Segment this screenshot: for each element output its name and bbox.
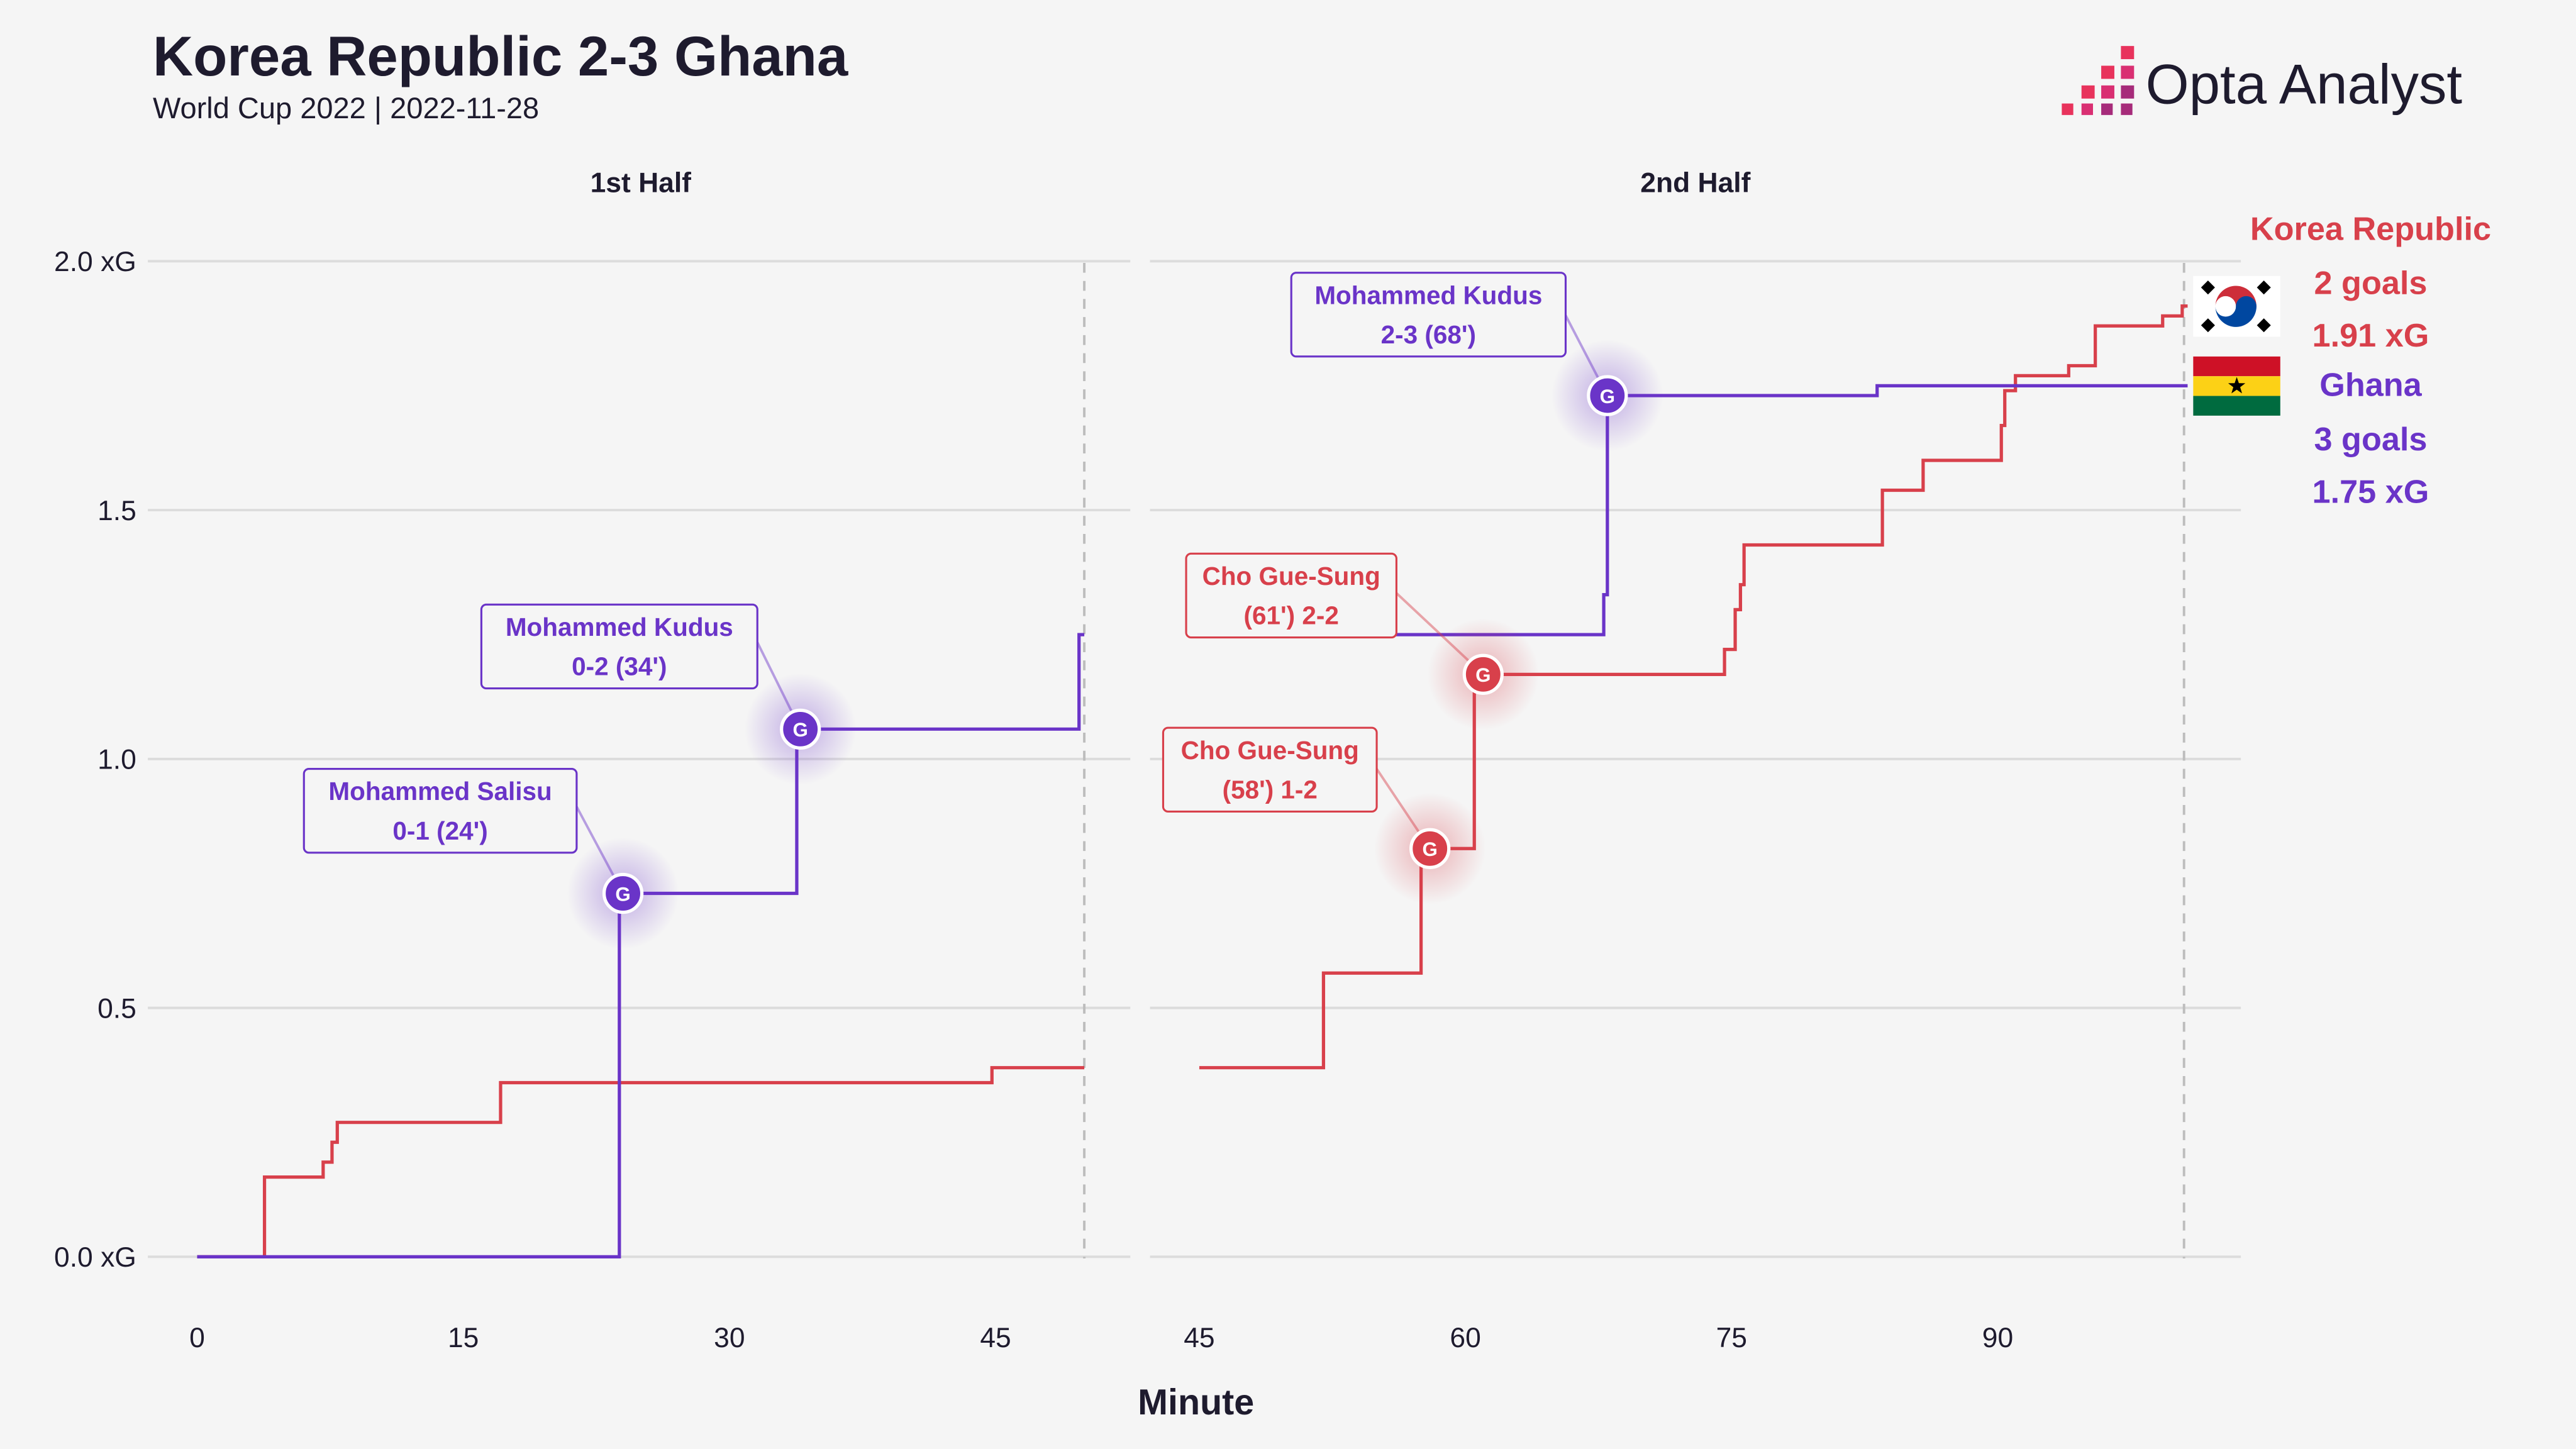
chart-area: 0.0 xG 0.5 1.0 1.5 2.0 xG Minute 1st Half 0 15 30… [54, 168, 2491, 1423]
goal-annotation-player: Mohammed Kudus [506, 613, 733, 641]
goal-marker-letter: G [1600, 386, 1615, 408]
goal-annotation-box [303, 767, 578, 854]
x-tick-label: 15 [448, 1323, 479, 1353]
y-tick-label: 1.0 [97, 745, 136, 775]
goal-annotation-box [1162, 726, 1378, 813]
y-tick-label: 0.0 xG [54, 1242, 136, 1273]
legend-ghana-name: Ghana [2319, 367, 2422, 404]
panel-title: 2nd Half [1640, 168, 1750, 199]
series-line-korea-republic [1199, 304, 2188, 1070]
ghana-flag-stripe-green [2193, 396, 2280, 416]
y-tick-label: 1.5 [97, 496, 136, 526]
brand-logo-icon [2062, 46, 2135, 115]
x-tick-label: 45 [1184, 1323, 1214, 1353]
taegeuk-blue [2215, 296, 2257, 327]
panel-title: 1st Half [591, 168, 692, 199]
legend-korea-republic-goals: 2 goals [2314, 265, 2427, 302]
goal-marker-letter: G [792, 719, 808, 741]
goal-marker [602, 872, 644, 914]
goal-annotation-box [1185, 552, 1397, 639]
x-tick-label: 0 [189, 1323, 205, 1353]
brand-logo: Opta Analyst [2062, 46, 2463, 116]
goal-marker [1409, 828, 1451, 869]
goal-annotation-detail: 0-2 (34') [572, 652, 667, 681]
series-line-ghana [197, 633, 1085, 1258]
x-tick-label: 60 [1450, 1323, 1480, 1353]
series-line-ghana [1199, 384, 2188, 636]
chart-subtitle: World Cup 2022 | 2022-11-28 [153, 91, 539, 125]
goal-annotation-detail: 2-3 (68') [1381, 320, 1476, 349]
goal-marker-letter: G [1475, 664, 1491, 686]
legend-korea-republic-xg: 1.91 xG [2312, 318, 2429, 354]
legend-korea-republic-name: Korea Republic [2250, 211, 2491, 247]
goal-marker-letter: G [615, 883, 630, 905]
legend-ghana-goals: 3 goals [2314, 421, 2427, 458]
chart-title: Korea Republic 2-3 Ghana [153, 25, 848, 87]
x-tick-label: 45 [980, 1323, 1011, 1353]
goal-annotation-player: Mohammed Kudus [1314, 280, 1542, 309]
goal-annotation-box [1290, 272, 1567, 358]
goal-marker [1462, 653, 1504, 695]
goal-annotation-detail: (58') 1-2 [1223, 775, 1318, 804]
y-tick-label: 2.0 xG [54, 247, 136, 277]
y-tick-label: 0.5 [97, 993, 136, 1024]
goal-annotation-box [480, 603, 758, 690]
x-tick-label: 90 [1982, 1323, 2013, 1353]
goal-marker [1587, 375, 1628, 416]
goal-annotation-detail: (61') 2-2 [1244, 601, 1339, 630]
goal-annotation-player: Mohammed Salisu [328, 777, 552, 806]
goal-marker [780, 708, 821, 750]
goal-annotation-player: Cho Gue-Sung [1181, 736, 1359, 765]
goal-marker-letter: G [1423, 838, 1438, 860]
goal-annotation-detail: 0-1 (24') [392, 816, 487, 845]
goal-annotation-player: Cho Gue-Sung [1202, 562, 1380, 591]
x-tick-label: 75 [1716, 1323, 1747, 1353]
x-axis-label: Minute [1138, 1382, 1254, 1423]
ghana-flag-icon [2193, 356, 2280, 377]
brand-logo-text: Opta Analyst [2146, 53, 2463, 116]
series-line-korea-republic [197, 1066, 1085, 1258]
black-star-icon [2228, 377, 2246, 394]
x-tick-label: 30 [714, 1323, 745, 1353]
legend-ghana-xg: 1.75 xG [2312, 474, 2429, 510]
